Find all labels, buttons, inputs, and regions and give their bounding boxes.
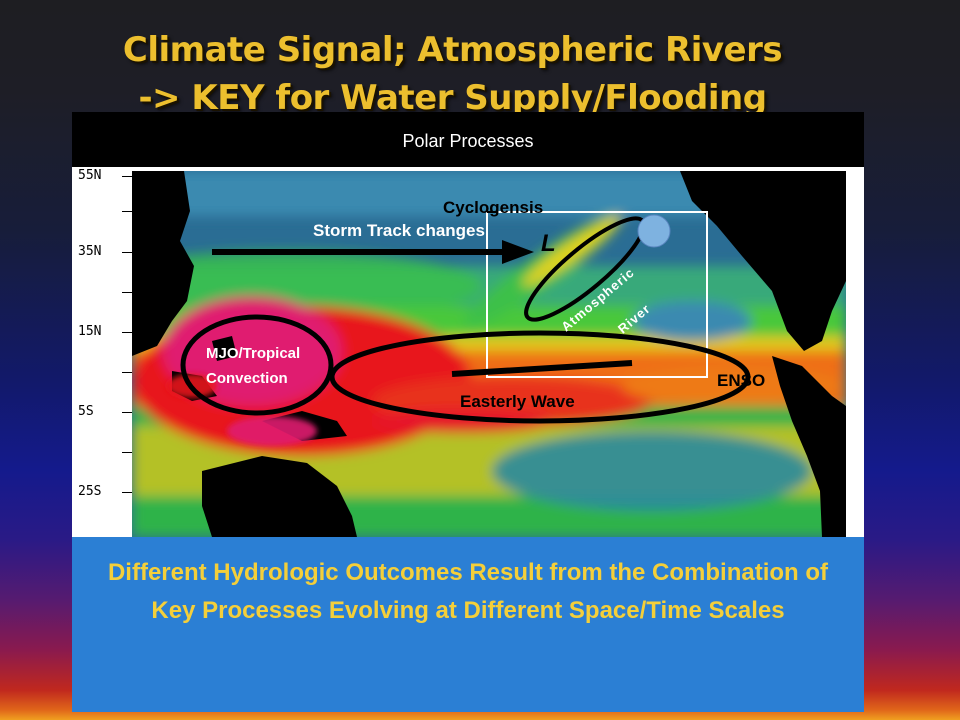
- satellite-map-frame: 55N 35N 15N 5S 25S: [72, 167, 864, 537]
- low-pressure-marker: [637, 214, 671, 248]
- satellite-map-image: [132, 171, 846, 537]
- enso-label: ENSO: [717, 371, 765, 390]
- lat-tick: [122, 372, 132, 373]
- lat-tick: [122, 492, 132, 493]
- lat-label-5s: 5S: [78, 404, 94, 419]
- land-vapor-overlay: [167, 374, 317, 446]
- summary-text: Different Hydrologic Outcomes Result fro…: [107, 559, 829, 624]
- lat-label-55n: 55N: [78, 168, 102, 183]
- atmospheric-river-label: Atmospheric River: [558, 265, 653, 337]
- lat-tick: [122, 332, 132, 333]
- lat-tick: [122, 412, 132, 413]
- cyclogenesis-box: [486, 211, 708, 378]
- lat-tick: [122, 252, 132, 253]
- lat-label-15n: 15N: [78, 324, 102, 339]
- lat-label-25s: 25S: [78, 484, 102, 499]
- storm-track-label: Storm Track changes: [313, 221, 485, 240]
- mjo-ellipse: [180, 314, 334, 416]
- annotation-overlay: Storm Track changes Cyclogensis L Atmosp…: [180, 198, 765, 424]
- lat-tick: [122, 176, 132, 177]
- easterly-wave-label: Easterly Wave: [460, 392, 575, 411]
- lat-tick: [122, 211, 132, 212]
- summary-box: Different Hydrologic Outcomes Result fro…: [72, 537, 864, 712]
- lat-tick: [122, 452, 132, 453]
- low-pressure-label: L: [541, 230, 556, 257]
- polar-processes-label: Polar Processes: [402, 131, 534, 151]
- mjo-label-line2: Convection: [206, 370, 288, 387]
- slide-title-line1: Climate Signal; Atmospheric Rivers: [122, 30, 783, 70]
- lat-label-35n: 35N: [78, 244, 102, 259]
- easterly-wave-line: [451, 360, 633, 377]
- water-vapor-map: [132, 171, 846, 537]
- lat-tick: [122, 292, 132, 293]
- atmospheric-river-label-line2: River: [615, 301, 653, 337]
- storm-track-arrowhead: [502, 240, 534, 264]
- enso-ellipse: [329, 330, 751, 424]
- polar-processes-bar: Polar Processes: [72, 112, 864, 167]
- cyclogenesis-label: Cyclogensis: [443, 198, 543, 217]
- slide-title-line2: -> KEY for Water Supply/Flooding: [138, 78, 767, 118]
- content-panel: Polar Processes 55N 35N 15N 5S 25S: [72, 112, 864, 712]
- mjo-label-line1: MJO/Tropical: [206, 345, 300, 362]
